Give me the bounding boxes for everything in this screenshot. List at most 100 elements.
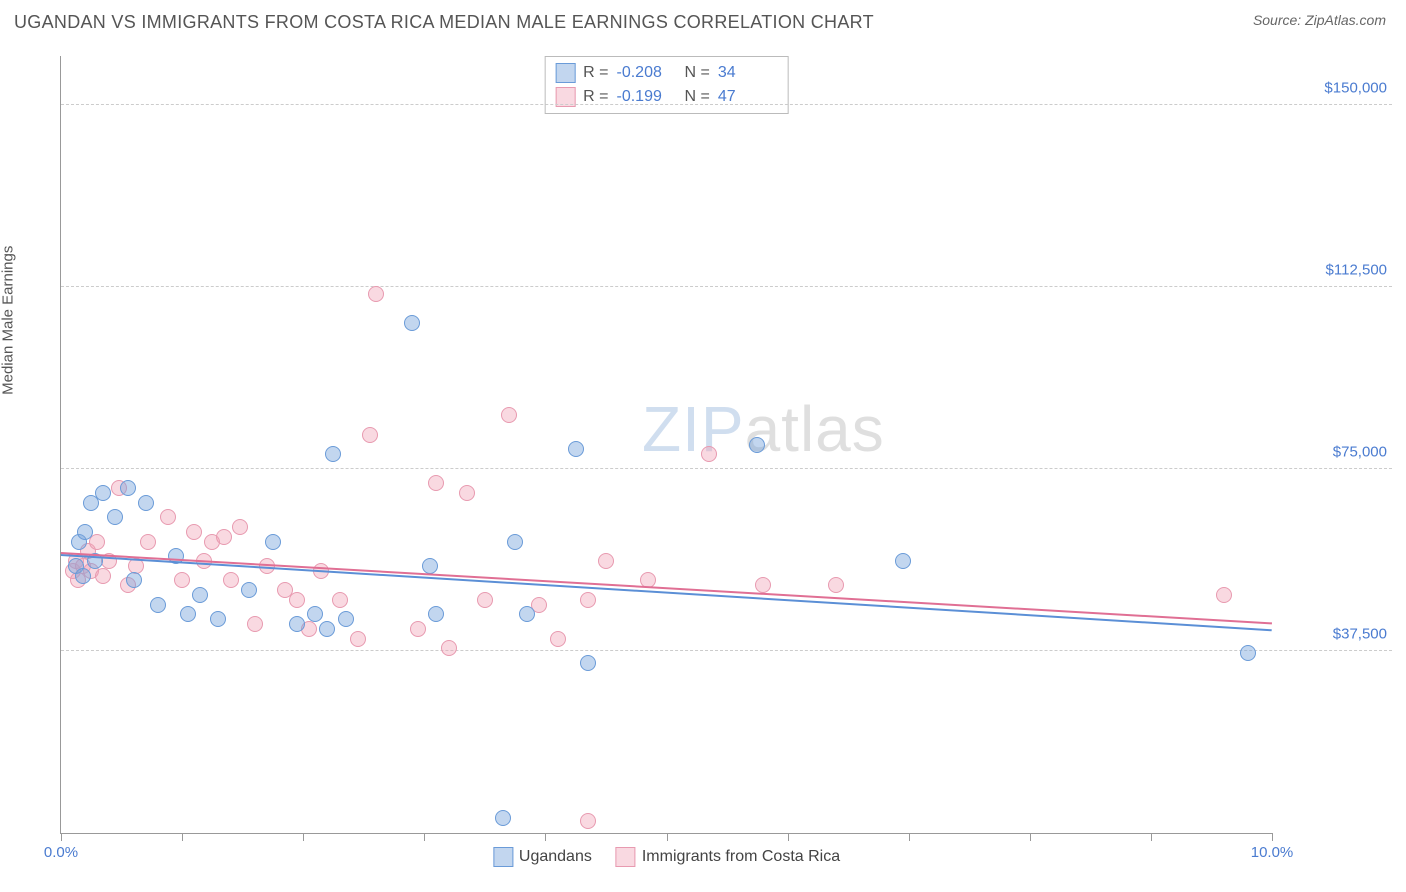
watermark: ZIPatlas: [642, 392, 885, 466]
x-tick: [303, 833, 304, 841]
data-point: [701, 446, 717, 462]
data-point: [138, 495, 154, 511]
y-tick-label: $37,500: [1333, 625, 1387, 642]
y-axis-label: Median Male Earnings: [0, 246, 17, 395]
data-point: [247, 616, 263, 632]
legend-swatch: [555, 63, 575, 83]
correlation-legend: R = -0.208 N = 34 R =-0.199N =47: [544, 56, 789, 114]
data-point: [107, 509, 123, 525]
data-point: [232, 519, 248, 535]
correlation-row: R = -0.208 N = 34: [555, 61, 778, 85]
data-point: [186, 524, 202, 540]
data-point: [77, 524, 93, 540]
n-value: 34: [718, 64, 778, 82]
legend-label: Ugandans: [519, 848, 592, 866]
data-point: [368, 286, 384, 302]
data-point: [580, 813, 596, 829]
gridline: [61, 468, 1392, 469]
data-point: [568, 441, 584, 457]
y-tick-label: $112,500: [1326, 261, 1387, 278]
data-point: [598, 553, 614, 569]
data-point: [1240, 645, 1256, 661]
data-point: [140, 534, 156, 550]
data-point: [325, 446, 341, 462]
data-point: [289, 592, 305, 608]
x-tick: [1272, 833, 1273, 841]
watermark-atlas: atlas: [745, 393, 885, 465]
legend-label: Immigrants from Costa Rica: [642, 848, 840, 866]
data-point: [289, 616, 305, 632]
data-point: [895, 553, 911, 569]
data-point: [192, 587, 208, 603]
data-point: [580, 655, 596, 671]
gridline: [61, 286, 1392, 287]
n-label: N =: [685, 64, 710, 82]
x-tick: [667, 833, 668, 841]
r-label: R =: [583, 64, 608, 82]
x-tick: [1030, 833, 1031, 841]
data-point: [332, 592, 348, 608]
data-point: [441, 640, 457, 656]
data-point: [580, 592, 596, 608]
chart-container: Median Male Earnings ZIPatlas R =-0.208N…: [14, 48, 1392, 874]
data-point: [75, 568, 91, 584]
chart-source: Source: ZipAtlas.com: [1253, 12, 1386, 28]
data-point: [1216, 587, 1232, 603]
data-point: [174, 572, 190, 588]
data-point: [422, 558, 438, 574]
data-point: [550, 631, 566, 647]
data-point: [350, 631, 366, 647]
data-point: [95, 568, 111, 584]
data-point: [477, 592, 493, 608]
x-tick: [545, 833, 546, 841]
data-point: [223, 572, 239, 588]
r-value: -0.208: [617, 64, 677, 82]
x-tick-label: 10.0%: [1251, 844, 1294, 861]
chart-header: UGANDAN VS IMMIGRANTS FROM COSTA RICA ME…: [0, 0, 1406, 41]
correlation-row: R =-0.199N =47: [555, 85, 778, 109]
data-point: [120, 480, 136, 496]
y-tick-label: $75,000: [1333, 443, 1387, 460]
x-tick: [61, 833, 62, 841]
data-point: [410, 621, 426, 637]
data-point: [150, 597, 166, 613]
x-tick: [1151, 833, 1152, 841]
x-tick: [182, 833, 183, 841]
series-legend: Ugandans Immigrants from Costa Rica: [493, 847, 840, 867]
data-point: [265, 534, 281, 550]
y-tick-label: $150,000: [1324, 79, 1387, 96]
data-point: [241, 582, 257, 598]
data-point: [428, 606, 444, 622]
data-point: [307, 606, 323, 622]
data-point: [428, 475, 444, 491]
legend-swatch: [493, 847, 513, 867]
data-point: [459, 485, 475, 501]
x-tick: [424, 833, 425, 841]
data-point: [507, 534, 523, 550]
x-tick-label: 0.0%: [44, 844, 78, 861]
gridline: [61, 104, 1392, 105]
watermark-zip: ZIP: [642, 393, 745, 465]
data-point: [519, 606, 535, 622]
data-point: [160, 509, 176, 525]
data-point: [501, 407, 517, 423]
data-point: [828, 577, 844, 593]
data-point: [495, 810, 511, 826]
legend-item: Immigrants from Costa Rica: [616, 847, 840, 867]
data-point: [404, 315, 420, 331]
data-point: [180, 606, 196, 622]
data-point: [210, 611, 226, 627]
data-point: [749, 437, 765, 453]
data-point: [755, 577, 771, 593]
legend-item: Ugandans: [493, 847, 592, 867]
data-point: [338, 611, 354, 627]
data-point: [216, 529, 232, 545]
data-point: [319, 621, 335, 637]
data-point: [126, 572, 142, 588]
data-point: [362, 427, 378, 443]
chart-title: UGANDAN VS IMMIGRANTS FROM COSTA RICA ME…: [14, 12, 874, 33]
data-point: [95, 485, 111, 501]
plot-area: ZIPatlas R =-0.208N =34R =-0.199N =47 Ug…: [60, 56, 1272, 834]
x-tick: [788, 833, 789, 841]
x-tick: [909, 833, 910, 841]
